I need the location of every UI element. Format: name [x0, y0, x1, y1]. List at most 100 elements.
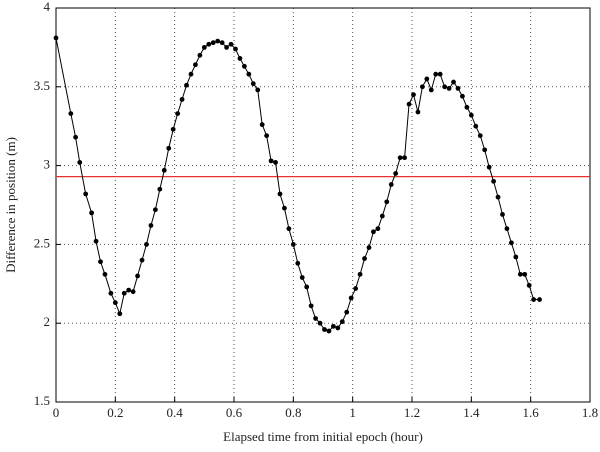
- data-point: [135, 273, 140, 279]
- data-point: [504, 226, 510, 232]
- data-point: [366, 245, 372, 250]
- data-point: [402, 155, 407, 161]
- data-point: [522, 271, 528, 277]
- x-tick-label: 0: [53, 405, 60, 420]
- data-point: [460, 93, 465, 99]
- data-point: [482, 147, 488, 153]
- data-point: [102, 271, 108, 277]
- x-tick-label: 0.8: [285, 405, 301, 420]
- data-point: [264, 133, 270, 139]
- data-point: [273, 160, 278, 165]
- y-tick-label: 4: [44, 0, 51, 14]
- data-point: [433, 71, 439, 77]
- data-point: [362, 256, 367, 261]
- data-point: [108, 290, 114, 296]
- data-point: [233, 46, 238, 52]
- data-point: [473, 123, 479, 129]
- data-point: [317, 320, 323, 326]
- data-point: [393, 171, 399, 176]
- data-point: [89, 210, 94, 216]
- data-point: [379, 213, 385, 219]
- data-point: [98, 259, 103, 265]
- data-point: [375, 226, 381, 232]
- data-point: [179, 97, 185, 102]
- data-point: [68, 111, 74, 116]
- data-point: [437, 71, 443, 77]
- data-point: [219, 40, 225, 46]
- data-point: [73, 134, 78, 140]
- data-point: [130, 289, 136, 295]
- x-tick-label: 1: [349, 405, 356, 420]
- data-point: [77, 160, 83, 165]
- x-tick-label: 0.6: [226, 405, 243, 420]
- data-point: [330, 323, 336, 329]
- data-point: [83, 191, 89, 197]
- data-point: [277, 191, 283, 197]
- y-tick-label: 3: [44, 157, 51, 172]
- data-point: [513, 254, 519, 260]
- x-tick-label: 1.8: [582, 405, 598, 420]
- data-point: [152, 207, 158, 213]
- data-point: [335, 325, 341, 331]
- data-point: [215, 38, 221, 44]
- data-point: [446, 85, 452, 91]
- data-point: [517, 271, 523, 277]
- data-point: [224, 45, 229, 50]
- data-point: [495, 194, 501, 200]
- data-point: [259, 122, 265, 128]
- data-point: [526, 282, 532, 288]
- x-tick-label: 1.4: [463, 405, 480, 420]
- data-point: [384, 199, 390, 205]
- data-point: [397, 155, 403, 161]
- data-point: [486, 164, 492, 170]
- data-point: [322, 327, 327, 332]
- data-point: [451, 79, 456, 85]
- data-point: [170, 126, 176, 132]
- data-point: [112, 300, 118, 306]
- data-point: [290, 242, 296, 247]
- data-point: [388, 182, 394, 187]
- data-point: [201, 45, 207, 50]
- data-point: [268, 158, 274, 164]
- data-point: [93, 238, 99, 244]
- data-point: [353, 286, 359, 291]
- data-point: [295, 260, 301, 266]
- x-tick-label: 1.2: [404, 405, 420, 420]
- x-axis-label: Elapsed time from initial epoch (hour): [223, 429, 423, 444]
- data-point: [468, 112, 474, 118]
- data-point: [339, 319, 345, 325]
- data-point: [531, 297, 537, 302]
- data-point: [282, 205, 287, 211]
- data-line: [55, 37, 540, 332]
- data-point: [500, 212, 505, 217]
- data-point: [537, 297, 542, 302]
- y-axis-label: Difference in position (m): [3, 137, 18, 273]
- data-point: [491, 178, 496, 184]
- data-point: [411, 92, 416, 98]
- data-point: [184, 82, 189, 88]
- data-point: [357, 271, 363, 277]
- data-point: [144, 242, 149, 247]
- y-tick-label: 1.5: [34, 393, 50, 408]
- data-point: [166, 145, 172, 151]
- data-point: [206, 41, 212, 47]
- data-point: [188, 71, 194, 77]
- data-point: [148, 223, 154, 228]
- y-tick-label: 2.5: [34, 235, 50, 250]
- plot-frame: [55, 7, 591, 403]
- data-point: [455, 85, 461, 91]
- data-point: [157, 186, 163, 192]
- data-point: [326, 328, 332, 334]
- data-point: [308, 303, 314, 309]
- data-point: [344, 309, 350, 315]
- data-point: [313, 316, 318, 321]
- y-tick-label: 3.5: [34, 78, 50, 93]
- data-point: [255, 87, 261, 93]
- data-point: [53, 35, 59, 41]
- data-point: [415, 109, 421, 115]
- data-point: [241, 63, 247, 69]
- data-point: [348, 295, 354, 301]
- data-point: [424, 76, 430, 82]
